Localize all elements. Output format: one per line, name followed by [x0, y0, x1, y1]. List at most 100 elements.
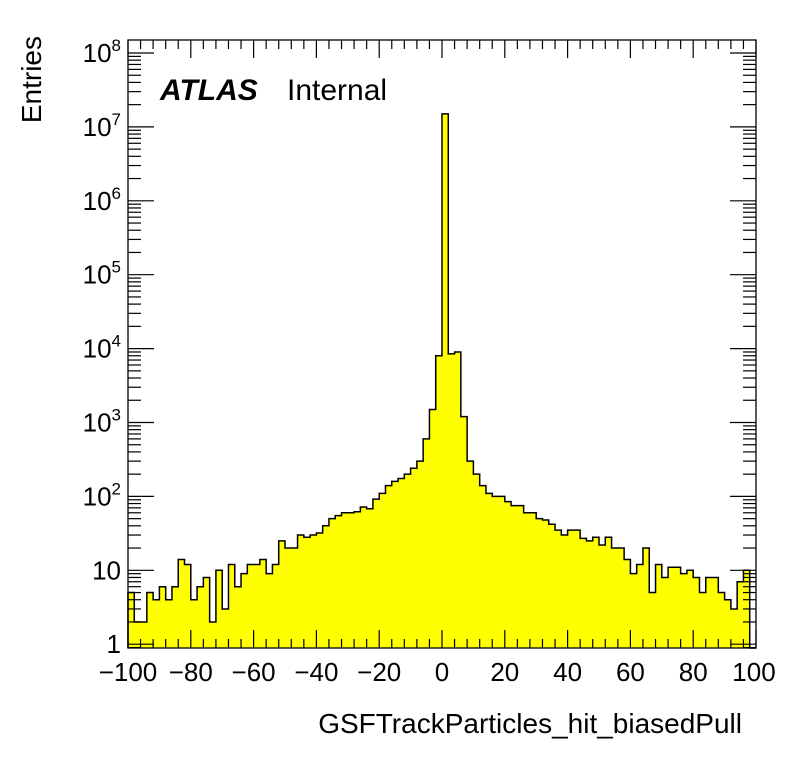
- histogram-bar: [573, 530, 581, 648]
- histogram-bar: [190, 599, 198, 648]
- y-tick-label: 104: [83, 332, 121, 364]
- histogram-bar: [712, 577, 719, 648]
- y-tick-label: 103: [83, 406, 121, 438]
- histogram-bar: [234, 586, 242, 648]
- x-tick-label: −80: [169, 657, 213, 687]
- histogram-bar: [266, 573, 273, 648]
- histogram-bar: [686, 570, 694, 648]
- histogram-bar: [178, 559, 185, 648]
- x-axis-title: GSFTrackParticles_hit_biasedPull: [318, 708, 742, 739]
- x-tick-label: −100: [99, 657, 158, 687]
- y-tick-label: 10: [92, 555, 121, 585]
- histogram-bar: [705, 577, 713, 648]
- histogram-bar: [404, 474, 411, 648]
- histogram-bar: [159, 586, 167, 648]
- x-tick-label: 60: [616, 657, 645, 687]
- histogram-bar: [398, 478, 405, 648]
- histogram-bar: [416, 461, 424, 648]
- histogram-bar: [134, 621, 141, 648]
- histogram-bar: [303, 537, 311, 648]
- histogram-bar: [153, 599, 160, 648]
- histogram-bar: [548, 524, 556, 648]
- histogram-bar: [385, 485, 393, 648]
- histogram-bar: [297, 535, 305, 648]
- histogram-bar: [693, 577, 700, 648]
- histogram-bar: [730, 608, 738, 648]
- histogram-bar: [435, 355, 443, 648]
- x-tick-label: 100: [732, 657, 775, 687]
- histogram-outline: [127, 113, 756, 649]
- histogram-bar: [630, 573, 638, 648]
- histogram-bar: [467, 461, 474, 648]
- histogram-bar: [272, 564, 280, 648]
- histogram-bar: [184, 564, 192, 648]
- histogram-bar: [599, 544, 606, 648]
- histogram-bar: [580, 538, 587, 648]
- histogram-bar: [379, 493, 386, 648]
- histogram-bar: [197, 586, 204, 648]
- histogram-bar: [479, 485, 487, 648]
- histogram-bar: [699, 592, 707, 648]
- histogram-bar: [429, 409, 437, 648]
- histogram-bar: [536, 518, 543, 648]
- histogram-bar: [636, 564, 644, 648]
- histogram-bar: [442, 113, 449, 648]
- y-tick-label: 107: [83, 110, 121, 142]
- histogram-bar: [655, 564, 663, 648]
- histogram-bar: [372, 499, 380, 648]
- histogram-bar: [241, 573, 248, 648]
- histogram-bar: [347, 512, 355, 648]
- histogram-bar: [291, 548, 298, 648]
- internal-label: Internal: [287, 74, 387, 107]
- histogram-bar: [680, 573, 688, 648]
- histogram-bar: [341, 512, 349, 648]
- histogram-bar: [642, 548, 650, 648]
- histogram-bar: [259, 559, 267, 648]
- x-tick-label: 40: [553, 657, 582, 687]
- histogram-bar: [504, 501, 512, 648]
- histogram-bar: [171, 586, 179, 648]
- atlas-label: ATLAS: [159, 74, 258, 107]
- histogram-bar: [278, 540, 286, 648]
- histogram-bar: [523, 512, 531, 648]
- histogram-bar: [586, 540, 594, 648]
- histogram-bar: [209, 621, 217, 648]
- histogram-bar: [460, 416, 468, 648]
- histogram-bar: [354, 511, 361, 648]
- x-tick-label: −60: [232, 657, 276, 687]
- y-axis-title: Entries: [16, 36, 47, 123]
- y-tick-label: 106: [83, 184, 121, 216]
- histogram-bar: [322, 525, 330, 648]
- histogram-bar: [529, 512, 537, 648]
- histogram-bar: [140, 621, 148, 648]
- histogram-bar: [410, 468, 418, 648]
- histogram-bar: [492, 496, 499, 648]
- histogram-bar: [567, 530, 575, 648]
- histogram-bar: [253, 564, 261, 648]
- histogram-bar: [517, 505, 525, 648]
- histogram-bar: [592, 537, 600, 648]
- histogram-bar: [128, 592, 135, 648]
- histogram-bar: [718, 592, 725, 648]
- histogram-bar: [605, 537, 612, 648]
- histogram-bar: [649, 592, 656, 648]
- histogram-bar: [611, 548, 619, 648]
- x-tick-label: −20: [357, 657, 401, 687]
- histogram-bar: [624, 559, 631, 648]
- histogram-bar: [511, 505, 518, 648]
- histogram-bar: [335, 515, 342, 648]
- histogram-bar: [454, 351, 462, 648]
- y-tick-label: 1: [107, 629, 121, 659]
- histogram-bar: [310, 535, 317, 648]
- histogram-bar: [228, 564, 236, 648]
- histogram-bar: [668, 567, 675, 648]
- histogram-bar: [485, 493, 493, 648]
- histogram-bar: [555, 530, 562, 648]
- y-tick-label: 108: [83, 36, 121, 68]
- histogram-bar: [617, 548, 625, 648]
- histogram-bar: [674, 567, 682, 648]
- histogram-bar: [285, 548, 292, 648]
- histogram-bar: [661, 577, 669, 648]
- histogram-bar: [391, 481, 399, 648]
- histogram-bar: [146, 592, 154, 648]
